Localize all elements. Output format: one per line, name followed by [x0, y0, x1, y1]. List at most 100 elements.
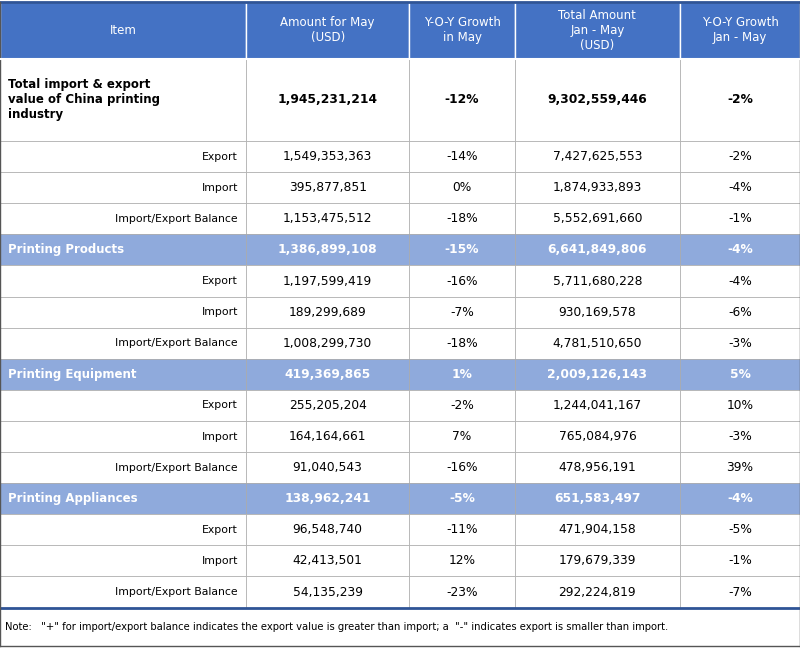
Bar — [514, 577, 680, 608]
Bar — [514, 390, 680, 421]
Text: -5%: -5% — [728, 524, 752, 537]
Text: -1%: -1% — [728, 213, 752, 226]
Bar — [680, 235, 800, 266]
Bar — [410, 141, 514, 172]
Bar — [680, 421, 800, 452]
Bar — [410, 172, 514, 203]
Bar — [410, 235, 514, 266]
Text: -18%: -18% — [446, 337, 478, 350]
Text: 1,244,041,167: 1,244,041,167 — [553, 399, 642, 412]
Bar — [0, 203, 246, 235]
Bar — [410, 2, 514, 59]
Bar — [246, 359, 410, 390]
Bar — [0, 577, 246, 608]
Text: 10%: 10% — [726, 399, 754, 412]
Text: 1,945,231,214: 1,945,231,214 — [278, 93, 378, 106]
Text: Printing Products: Printing Products — [8, 244, 124, 257]
Text: -16%: -16% — [446, 275, 478, 288]
Text: Total import & export
value of China printing
industry: Total import & export value of China pri… — [8, 78, 160, 121]
Text: -3%: -3% — [728, 430, 752, 443]
Bar — [246, 390, 410, 421]
Bar — [410, 452, 514, 483]
Bar — [0, 266, 246, 297]
Bar — [0, 546, 246, 577]
Bar — [246, 328, 410, 359]
Bar — [0, 59, 246, 141]
Bar — [0, 297, 246, 328]
Text: -5%: -5% — [449, 492, 475, 505]
Bar — [680, 172, 800, 203]
Text: -4%: -4% — [728, 181, 752, 194]
Text: 179,679,339: 179,679,339 — [558, 555, 636, 568]
Text: 39%: 39% — [726, 461, 754, 474]
Text: -14%: -14% — [446, 150, 478, 163]
Bar — [246, 2, 410, 59]
Text: -2%: -2% — [728, 150, 752, 163]
Bar — [246, 297, 410, 328]
Text: -4%: -4% — [727, 492, 753, 505]
Text: 138,962,241: 138,962,241 — [284, 492, 371, 505]
Text: -16%: -16% — [446, 461, 478, 474]
Bar — [680, 359, 800, 390]
Bar — [0, 328, 246, 359]
Text: -7%: -7% — [450, 306, 474, 319]
Text: -23%: -23% — [446, 586, 478, 599]
Text: Import/Export Balance: Import/Export Balance — [115, 214, 238, 224]
Bar — [246, 203, 410, 235]
Bar — [680, 297, 800, 328]
Bar — [680, 328, 800, 359]
Text: 651,583,497: 651,583,497 — [554, 492, 641, 505]
Bar — [246, 266, 410, 297]
Bar — [246, 483, 410, 515]
Text: Amount for May
(USD): Amount for May (USD) — [280, 16, 375, 44]
Text: Import: Import — [202, 307, 238, 317]
Text: 7,427,625,553: 7,427,625,553 — [553, 150, 642, 163]
Text: 42,413,501: 42,413,501 — [293, 555, 362, 568]
Text: Total Amount
Jan - May
(USD): Total Amount Jan - May (USD) — [558, 9, 636, 52]
Text: 292,224,819: 292,224,819 — [558, 586, 636, 599]
Text: Export: Export — [202, 276, 238, 286]
Text: 1,549,353,363: 1,549,353,363 — [283, 150, 372, 163]
Bar — [514, 328, 680, 359]
Bar — [680, 2, 800, 59]
Bar — [680, 390, 800, 421]
Bar — [0, 390, 246, 421]
Text: 255,205,204: 255,205,204 — [289, 399, 366, 412]
Bar — [0, 235, 246, 266]
Text: Export: Export — [202, 400, 238, 410]
Text: 471,904,158: 471,904,158 — [558, 524, 636, 537]
Text: 395,877,851: 395,877,851 — [289, 181, 366, 194]
Bar — [680, 266, 800, 297]
Bar — [514, 546, 680, 577]
Text: -4%: -4% — [728, 275, 752, 288]
Bar — [410, 59, 514, 141]
Bar — [246, 235, 410, 266]
Text: Y-O-Y Growth
Jan - May: Y-O-Y Growth Jan - May — [702, 16, 778, 44]
Text: -15%: -15% — [445, 244, 479, 257]
Text: 930,169,578: 930,169,578 — [558, 306, 636, 319]
Text: Export: Export — [202, 525, 238, 535]
Bar — [0, 608, 800, 646]
Text: 1,874,933,893: 1,874,933,893 — [553, 181, 642, 194]
Bar — [410, 266, 514, 297]
Bar — [246, 452, 410, 483]
Bar — [680, 141, 800, 172]
Bar — [0, 515, 246, 546]
Bar — [514, 2, 680, 59]
Text: -6%: -6% — [728, 306, 752, 319]
Text: Export: Export — [202, 152, 238, 161]
Text: 419,369,865: 419,369,865 — [285, 368, 370, 381]
Text: -3%: -3% — [728, 337, 752, 350]
Text: 91,040,543: 91,040,543 — [293, 461, 362, 474]
Text: -2%: -2% — [450, 399, 474, 412]
Text: 96,548,740: 96,548,740 — [293, 524, 362, 537]
Text: 5,711,680,228: 5,711,680,228 — [553, 275, 642, 288]
Text: 6,641,849,806: 6,641,849,806 — [548, 244, 647, 257]
Bar — [680, 483, 800, 515]
Text: -12%: -12% — [445, 93, 479, 106]
Text: 1,386,899,108: 1,386,899,108 — [278, 244, 378, 257]
Text: Printing Equipment: Printing Equipment — [8, 368, 137, 381]
Bar — [514, 235, 680, 266]
Text: 1%: 1% — [451, 368, 473, 381]
Text: 164,164,661: 164,164,661 — [289, 430, 366, 443]
